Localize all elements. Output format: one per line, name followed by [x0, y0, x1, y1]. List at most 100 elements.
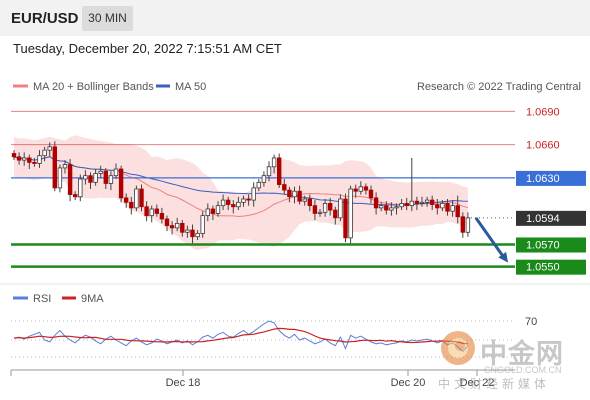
candle-body	[317, 211, 323, 214]
candle	[440, 200, 445, 212]
candle-body	[11, 153, 17, 158]
header-bar: EUR/USD 30 MIN	[0, 0, 590, 36]
candle-body	[322, 203, 328, 213]
candle-body	[424, 199, 430, 203]
bollinger-band	[14, 135, 468, 251]
candle-body	[180, 223, 185, 233]
candle	[42, 146, 47, 162]
candle	[159, 207, 165, 224]
candle-body	[292, 190, 297, 198]
candle-body	[73, 194, 78, 198]
last-price-tag	[516, 210, 586, 226]
candle-body	[414, 200, 420, 204]
candle-body	[164, 218, 170, 227]
support-tag-1.0550	[516, 259, 586, 275]
candle-body	[185, 229, 190, 233]
candle-body	[261, 175, 267, 183]
candle-body	[389, 207, 394, 211]
candle-body	[205, 208, 210, 217]
candle-body	[363, 186, 369, 191]
candle	[358, 181, 363, 195]
candle-body	[276, 157, 282, 185]
support-label-1.0550: 1.0550	[526, 262, 560, 274]
candle	[154, 204, 159, 217]
candle-body	[302, 198, 307, 202]
candle-body	[435, 204, 440, 209]
candle	[16, 152, 22, 165]
candle	[210, 205, 216, 221]
candle	[236, 196, 241, 211]
candle	[409, 157, 414, 212]
candle-body	[231, 204, 236, 208]
candle	[302, 195, 307, 206]
candle	[231, 200, 236, 214]
rsi-legend-label: RSI	[33, 293, 51, 305]
candle-body	[154, 208, 159, 214]
candle-body	[118, 168, 124, 199]
candle-body	[37, 155, 42, 164]
candle	[47, 142, 52, 157]
x-tick-label: Dec 18	[166, 377, 201, 389]
candle	[414, 196, 420, 211]
candle	[327, 197, 333, 216]
candle	[322, 198, 328, 217]
candle-body	[129, 201, 134, 209]
candle	[124, 193, 129, 208]
candle-body	[42, 149, 47, 157]
support-tag-1.0570	[516, 237, 586, 253]
moving-averages	[13, 156, 469, 218]
rsi-ma-line	[13, 327, 468, 345]
candle-body	[440, 203, 445, 209]
candle-body	[409, 200, 414, 207]
candle-body	[312, 205, 318, 214]
candle	[78, 174, 83, 202]
ma50-line	[13, 156, 468, 206]
candle	[368, 185, 374, 204]
candle-body	[32, 161, 37, 164]
candle-body	[241, 198, 246, 203]
candle-body	[195, 232, 200, 238]
candle-body	[378, 205, 384, 209]
candle	[389, 202, 394, 216]
candle	[205, 203, 210, 222]
chart-timestamp: Tuesday, December 20, 2022 7:15:51 AM CE…	[13, 41, 282, 56]
timeframe-button[interactable]: 30 MIN	[82, 6, 133, 31]
candle	[353, 184, 358, 198]
candle	[241, 195, 246, 207]
candle-body	[399, 203, 404, 208]
candle	[292, 186, 297, 204]
candle-body	[78, 178, 83, 198]
candle	[338, 194, 343, 222]
candle	[180, 220, 185, 237]
candle	[67, 159, 73, 202]
candle-body	[103, 170, 108, 184]
x-tick-label: Dec 20	[391, 377, 426, 389]
candle-body	[174, 223, 180, 229]
candle	[399, 198, 404, 211]
candle	[343, 193, 348, 243]
candle	[348, 185, 353, 244]
candle	[251, 182, 256, 207]
candle-body	[98, 170, 103, 174]
candle	[297, 185, 302, 205]
candle	[460, 212, 465, 238]
forecast-arrow-shaft	[474, 216, 506, 259]
candle	[73, 191, 78, 201]
candle-body	[57, 167, 63, 189]
candle-body	[62, 164, 68, 169]
candle	[83, 170, 88, 185]
candle	[52, 141, 57, 192]
candle	[378, 202, 384, 212]
candle	[307, 194, 312, 212]
candle-body	[282, 184, 287, 191]
candle	[139, 184, 144, 212]
forecast-arrow-head	[498, 251, 508, 263]
candle	[129, 196, 134, 215]
candle-body	[16, 156, 22, 161]
candle-body	[287, 189, 292, 198]
candle	[246, 194, 251, 206]
candlesticks	[11, 141, 471, 244]
candle	[455, 195, 460, 224]
candle	[271, 154, 277, 174]
